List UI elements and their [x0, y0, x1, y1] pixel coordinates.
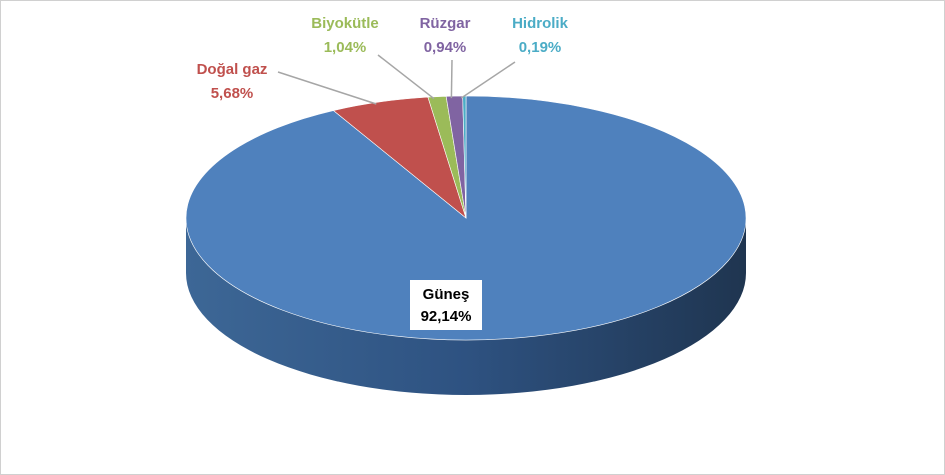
pie-slice: [185, 95, 747, 341]
data-label-value: 0,19%: [519, 39, 562, 56]
data-label-value: 0,94%: [424, 39, 467, 56]
leader-line: [450, 59, 453, 99]
data-label-value: 92,14%: [421, 308, 472, 325]
data-label-name: Rüzgar: [420, 15, 471, 32]
data-label-value: 1,04%: [324, 39, 367, 56]
data-label-name: Hidrolik: [512, 15, 568, 32]
leader-line: [277, 71, 377, 105]
leader-line: [460, 61, 516, 99]
data-label-name: Biyokütle: [311, 15, 379, 32]
data-label-name: Güneş: [423, 286, 470, 303]
data-label-box: [410, 280, 482, 330]
data-label-name: Doğal gaz: [197, 61, 268, 78]
pie-side: [186, 218, 746, 395]
data-label-value: 5,68%: [211, 85, 254, 102]
leader-line: [377, 54, 435, 100]
